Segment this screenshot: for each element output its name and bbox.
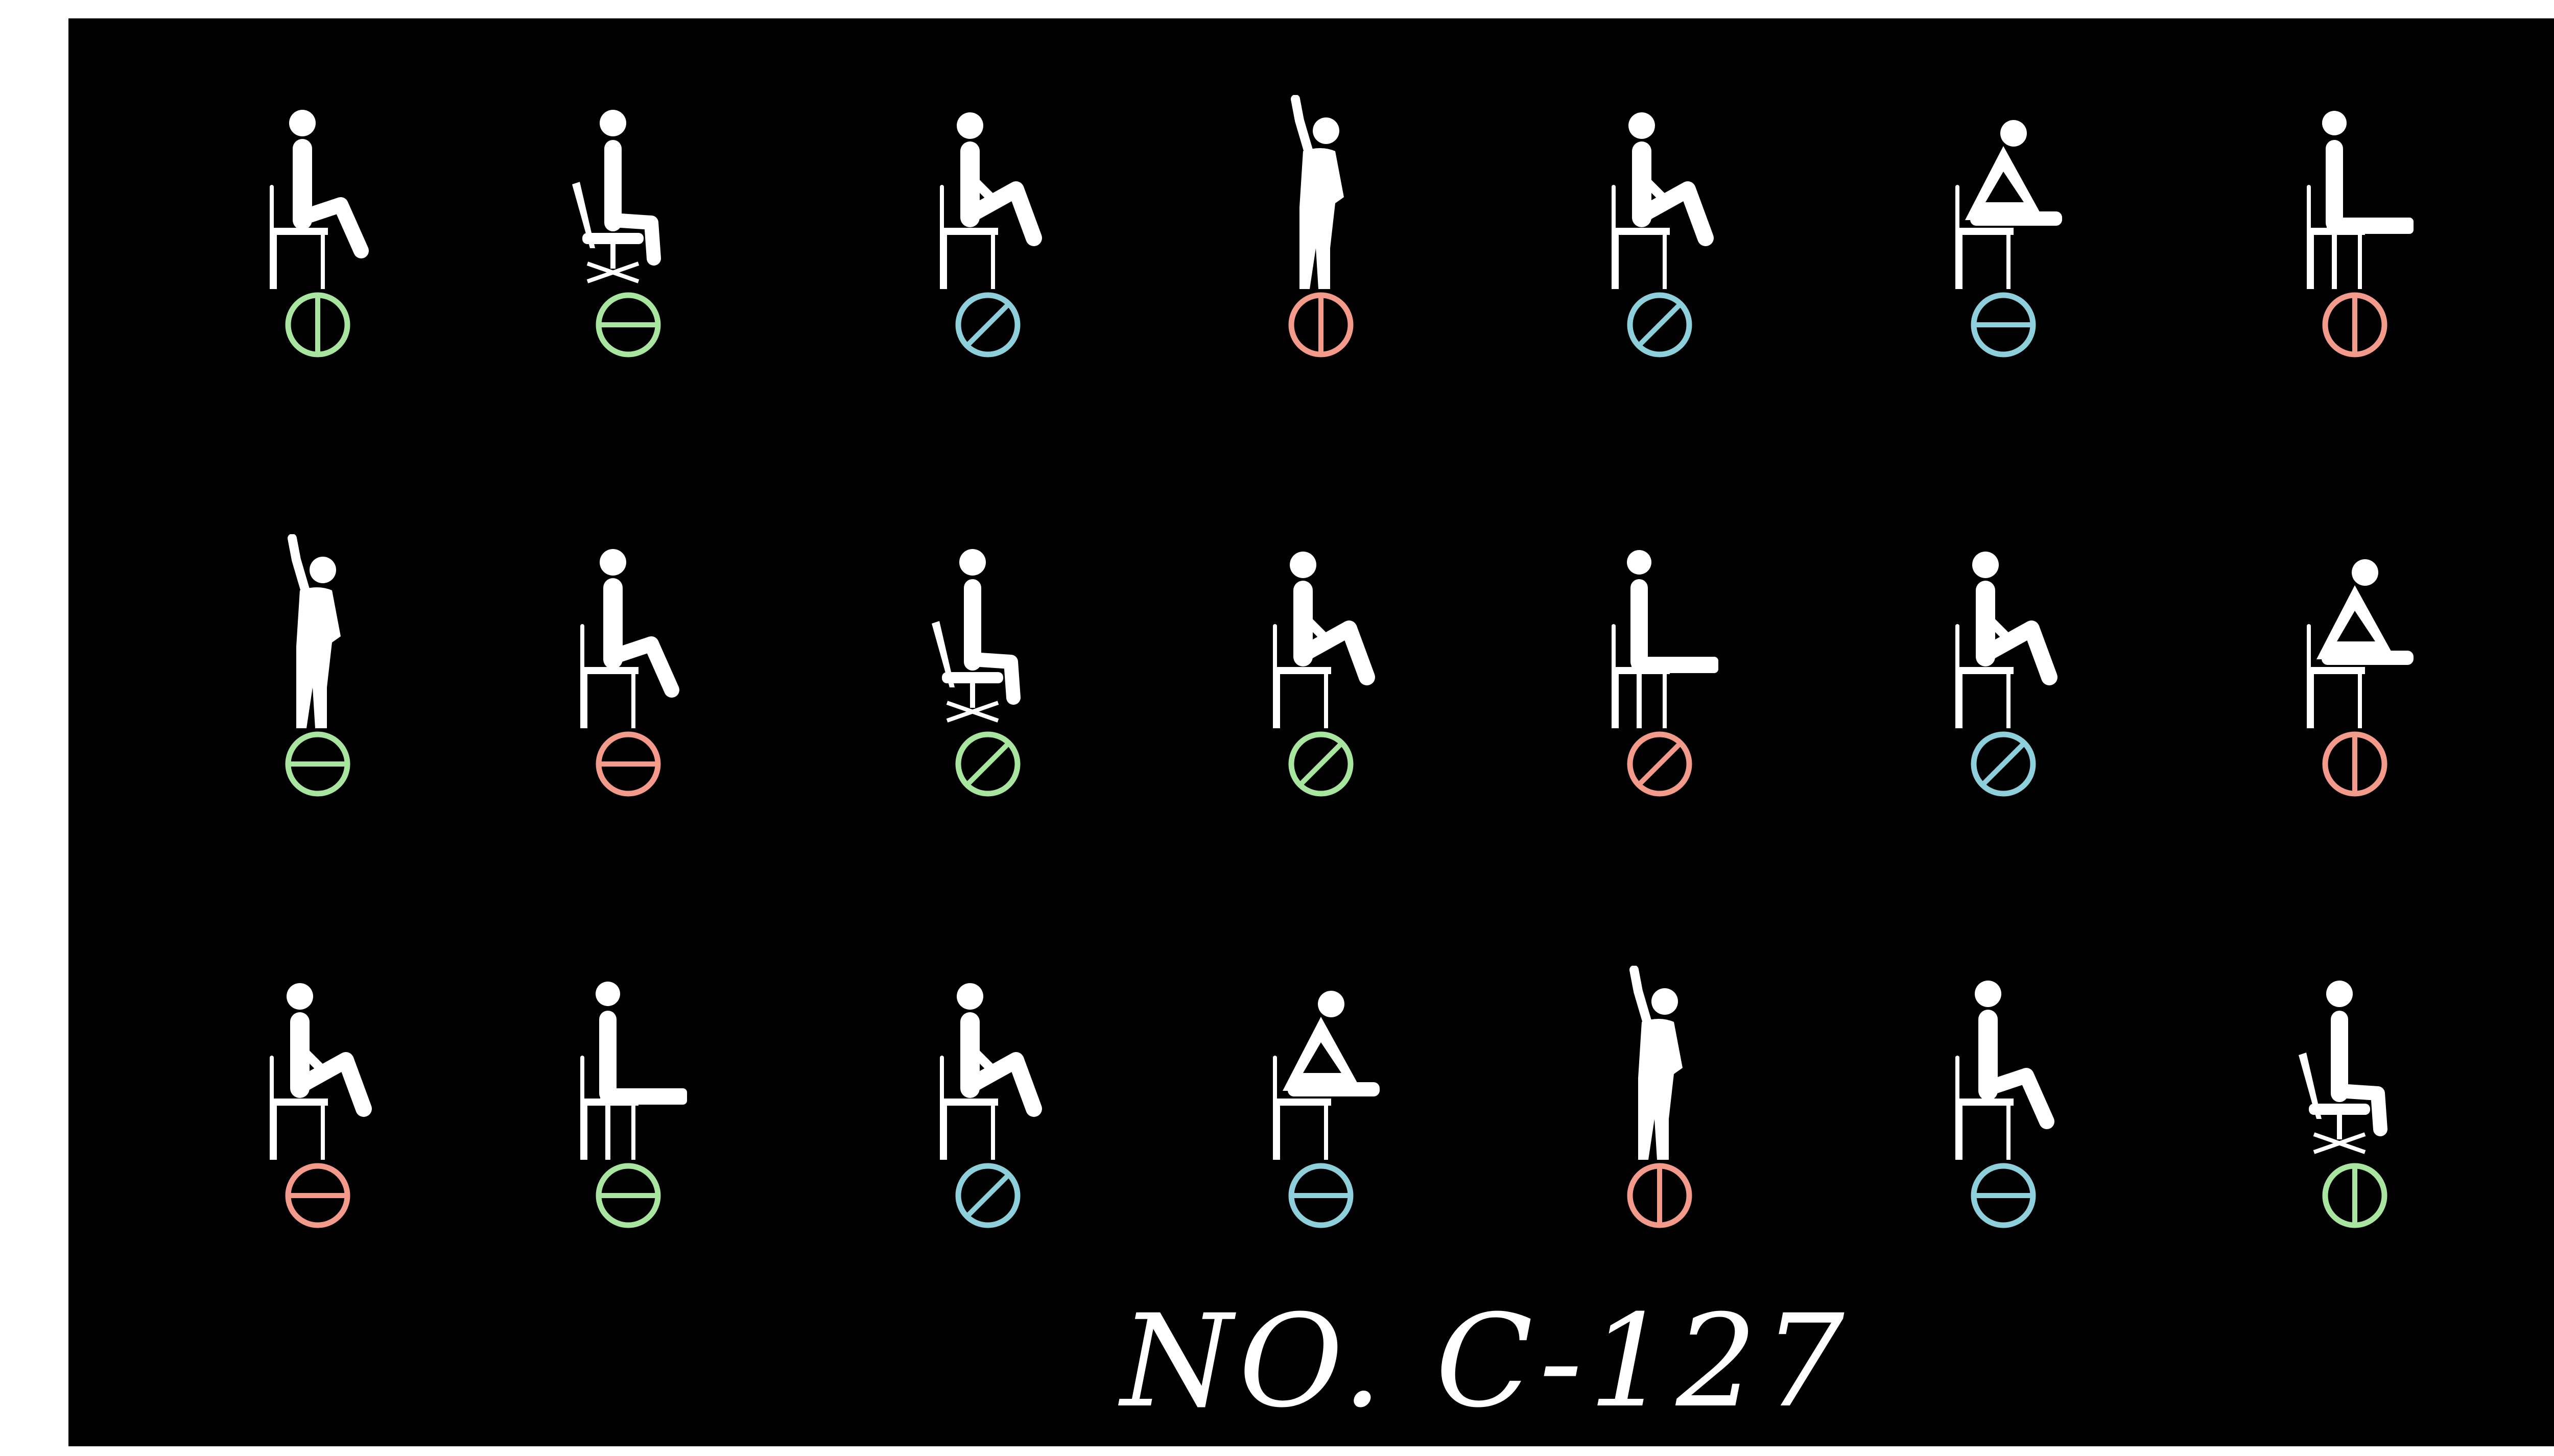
- pose-cell: [552, 966, 705, 1252]
- pose-cell: [1927, 534, 2080, 820]
- slash-circle-icon: [955, 1163, 1021, 1228]
- sit-legs-straight-figure-icon: [2307, 111, 2414, 289]
- sit-knees-up-figure-icon: [1612, 112, 1714, 289]
- sit-leg-forward-figure-icon: [1955, 981, 2054, 1160]
- slash-circle-icon: [1971, 731, 2036, 797]
- pose-cell: [1583, 966, 1736, 1252]
- sit-legs-straight-figure-icon: [1612, 550, 1718, 728]
- vertical-bar-circle-icon: [1627, 1163, 1692, 1228]
- horizontal-bar-circle-icon: [1288, 1163, 1354, 1228]
- horizontal-bar-circle-icon: [285, 731, 350, 797]
- horizontal-bar-circle-icon: [596, 292, 661, 357]
- slash-circle-icon: [955, 292, 1021, 357]
- sit-knees-up-figure-icon: [940, 983, 1042, 1160]
- pose-cell: [1927, 95, 2080, 381]
- pose-cell: [911, 966, 1065, 1252]
- sit-knees-up-figure-icon: [940, 112, 1042, 289]
- stand-hand-raised-figure-icon: [288, 534, 341, 728]
- office-chair-figure-icon: [572, 110, 661, 283]
- horizontal-bar-circle-icon: [596, 1163, 661, 1228]
- pose-cell: [911, 95, 1065, 381]
- sit-leaning-forward-figure-icon: [1273, 991, 1380, 1160]
- pose-cell: [1583, 534, 1736, 820]
- vertical-bar-circle-icon: [2322, 292, 2387, 357]
- pose-cell: [241, 534, 394, 820]
- horizontal-bar-circle-icon: [285, 1163, 350, 1228]
- pose-cell: [2278, 966, 2431, 1252]
- slash-circle-icon: [955, 731, 1021, 797]
- sit-knees-up-figure-icon: [1273, 552, 1375, 728]
- vertical-bar-circle-icon: [2322, 731, 2387, 797]
- pose-cell: [911, 534, 1065, 820]
- horizontal-bar-circle-icon: [1971, 1163, 2036, 1228]
- figure-panel: NO. C-127: [68, 18, 2554, 1446]
- caption: NO. C-127: [1121, 1287, 1851, 1436]
- pose-cell: [1583, 95, 1736, 381]
- pose-cell: [1244, 95, 1398, 381]
- stand-hand-raised-figure-icon: [1291, 95, 1344, 289]
- vertical-bar-circle-icon: [285, 292, 350, 357]
- pose-cell: [552, 534, 705, 820]
- sit-knees-up-figure-icon: [270, 983, 372, 1160]
- sit-leg-forward-figure-icon: [270, 110, 369, 289]
- pose-cell: [1244, 534, 1398, 820]
- slash-circle-icon: [1288, 731, 1354, 797]
- vertical-bar-circle-icon: [2322, 1163, 2387, 1228]
- pose-cell: [2278, 534, 2431, 820]
- office-chair-figure-icon: [932, 549, 1021, 723]
- sit-leg-forward-figure-icon: [580, 549, 679, 728]
- sit-legs-straight-figure-icon: [580, 982, 687, 1160]
- sit-leaning-forward-figure-icon: [2307, 559, 2414, 728]
- horizontal-bar-circle-icon: [596, 731, 661, 797]
- pose-cell: [241, 95, 394, 381]
- vertical-bar-circle-icon: [1288, 292, 1354, 357]
- pose-cell: [1927, 966, 2080, 1252]
- horizontal-bar-circle-icon: [1971, 292, 2036, 357]
- sit-leaning-forward-figure-icon: [1955, 120, 2062, 289]
- slash-circle-icon: [1627, 292, 1692, 357]
- pose-cell: [2278, 95, 2431, 381]
- pose-cell: [552, 95, 705, 381]
- office-chair-figure-icon: [2299, 981, 2387, 1154]
- slash-circle-icon: [1627, 731, 1692, 797]
- pose-cell: [1244, 966, 1398, 1252]
- sit-knees-up-figure-icon: [1955, 552, 2058, 728]
- pose-cell: [241, 966, 394, 1252]
- stand-hand-raised-figure-icon: [1629, 966, 1683, 1160]
